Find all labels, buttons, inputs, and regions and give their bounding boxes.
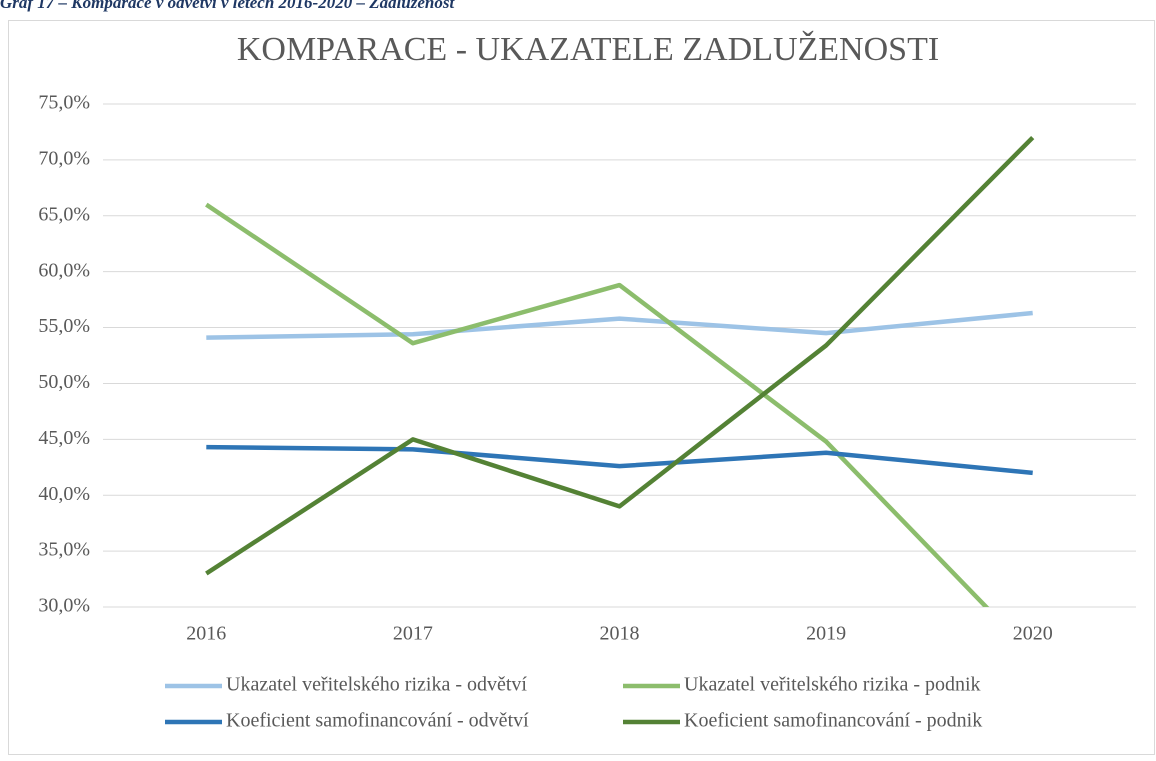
x-tick-label: 2016 bbox=[186, 623, 226, 645]
plot-area bbox=[205, 135, 1035, 607]
series-line bbox=[206, 310, 1033, 340]
legend-label: Ukazatel veřitelského rizika - podnik bbox=[684, 674, 981, 696]
y-tick-label: 55,0% bbox=[38, 315, 90, 337]
x-tick-label: 2019 bbox=[806, 623, 846, 645]
legend-label: Ukazatel veřitelského rizika - odvětví bbox=[226, 674, 527, 696]
caption: Graf 17 – Komparace v odvětví v letech 2… bbox=[0, 0, 455, 12]
y-tick-label: 50,0% bbox=[38, 371, 90, 393]
chart-title: KOMPARACE - UKAZATELE ZADLUŽENOSTI bbox=[237, 31, 939, 68]
legend-label: Koeficient samofinancování - podnik bbox=[684, 710, 982, 732]
series-line bbox=[206, 444, 1033, 476]
y-tick-label: 40,0% bbox=[38, 483, 90, 505]
y-tick-label: 30,0% bbox=[38, 595, 90, 617]
x-tick-label: 2018 bbox=[600, 623, 640, 645]
legend-label: Koeficient samofinancování - odvětví bbox=[226, 710, 529, 732]
y-tick-label: 65,0% bbox=[38, 203, 90, 225]
series-line bbox=[205, 202, 990, 607]
y-tick-label: 70,0% bbox=[38, 147, 90, 169]
y-tick-label: 75,0% bbox=[38, 92, 90, 114]
y-tick-label: 60,0% bbox=[38, 259, 90, 281]
y-tick-label: 35,0% bbox=[38, 539, 90, 561]
x-tick-label: 2020 bbox=[1013, 623, 1053, 645]
x-tick-label: 2017 bbox=[393, 623, 433, 645]
chart-border bbox=[8, 20, 1155, 755]
series-line bbox=[205, 135, 1035, 576]
y-tick-label: 45,0% bbox=[38, 427, 90, 449]
